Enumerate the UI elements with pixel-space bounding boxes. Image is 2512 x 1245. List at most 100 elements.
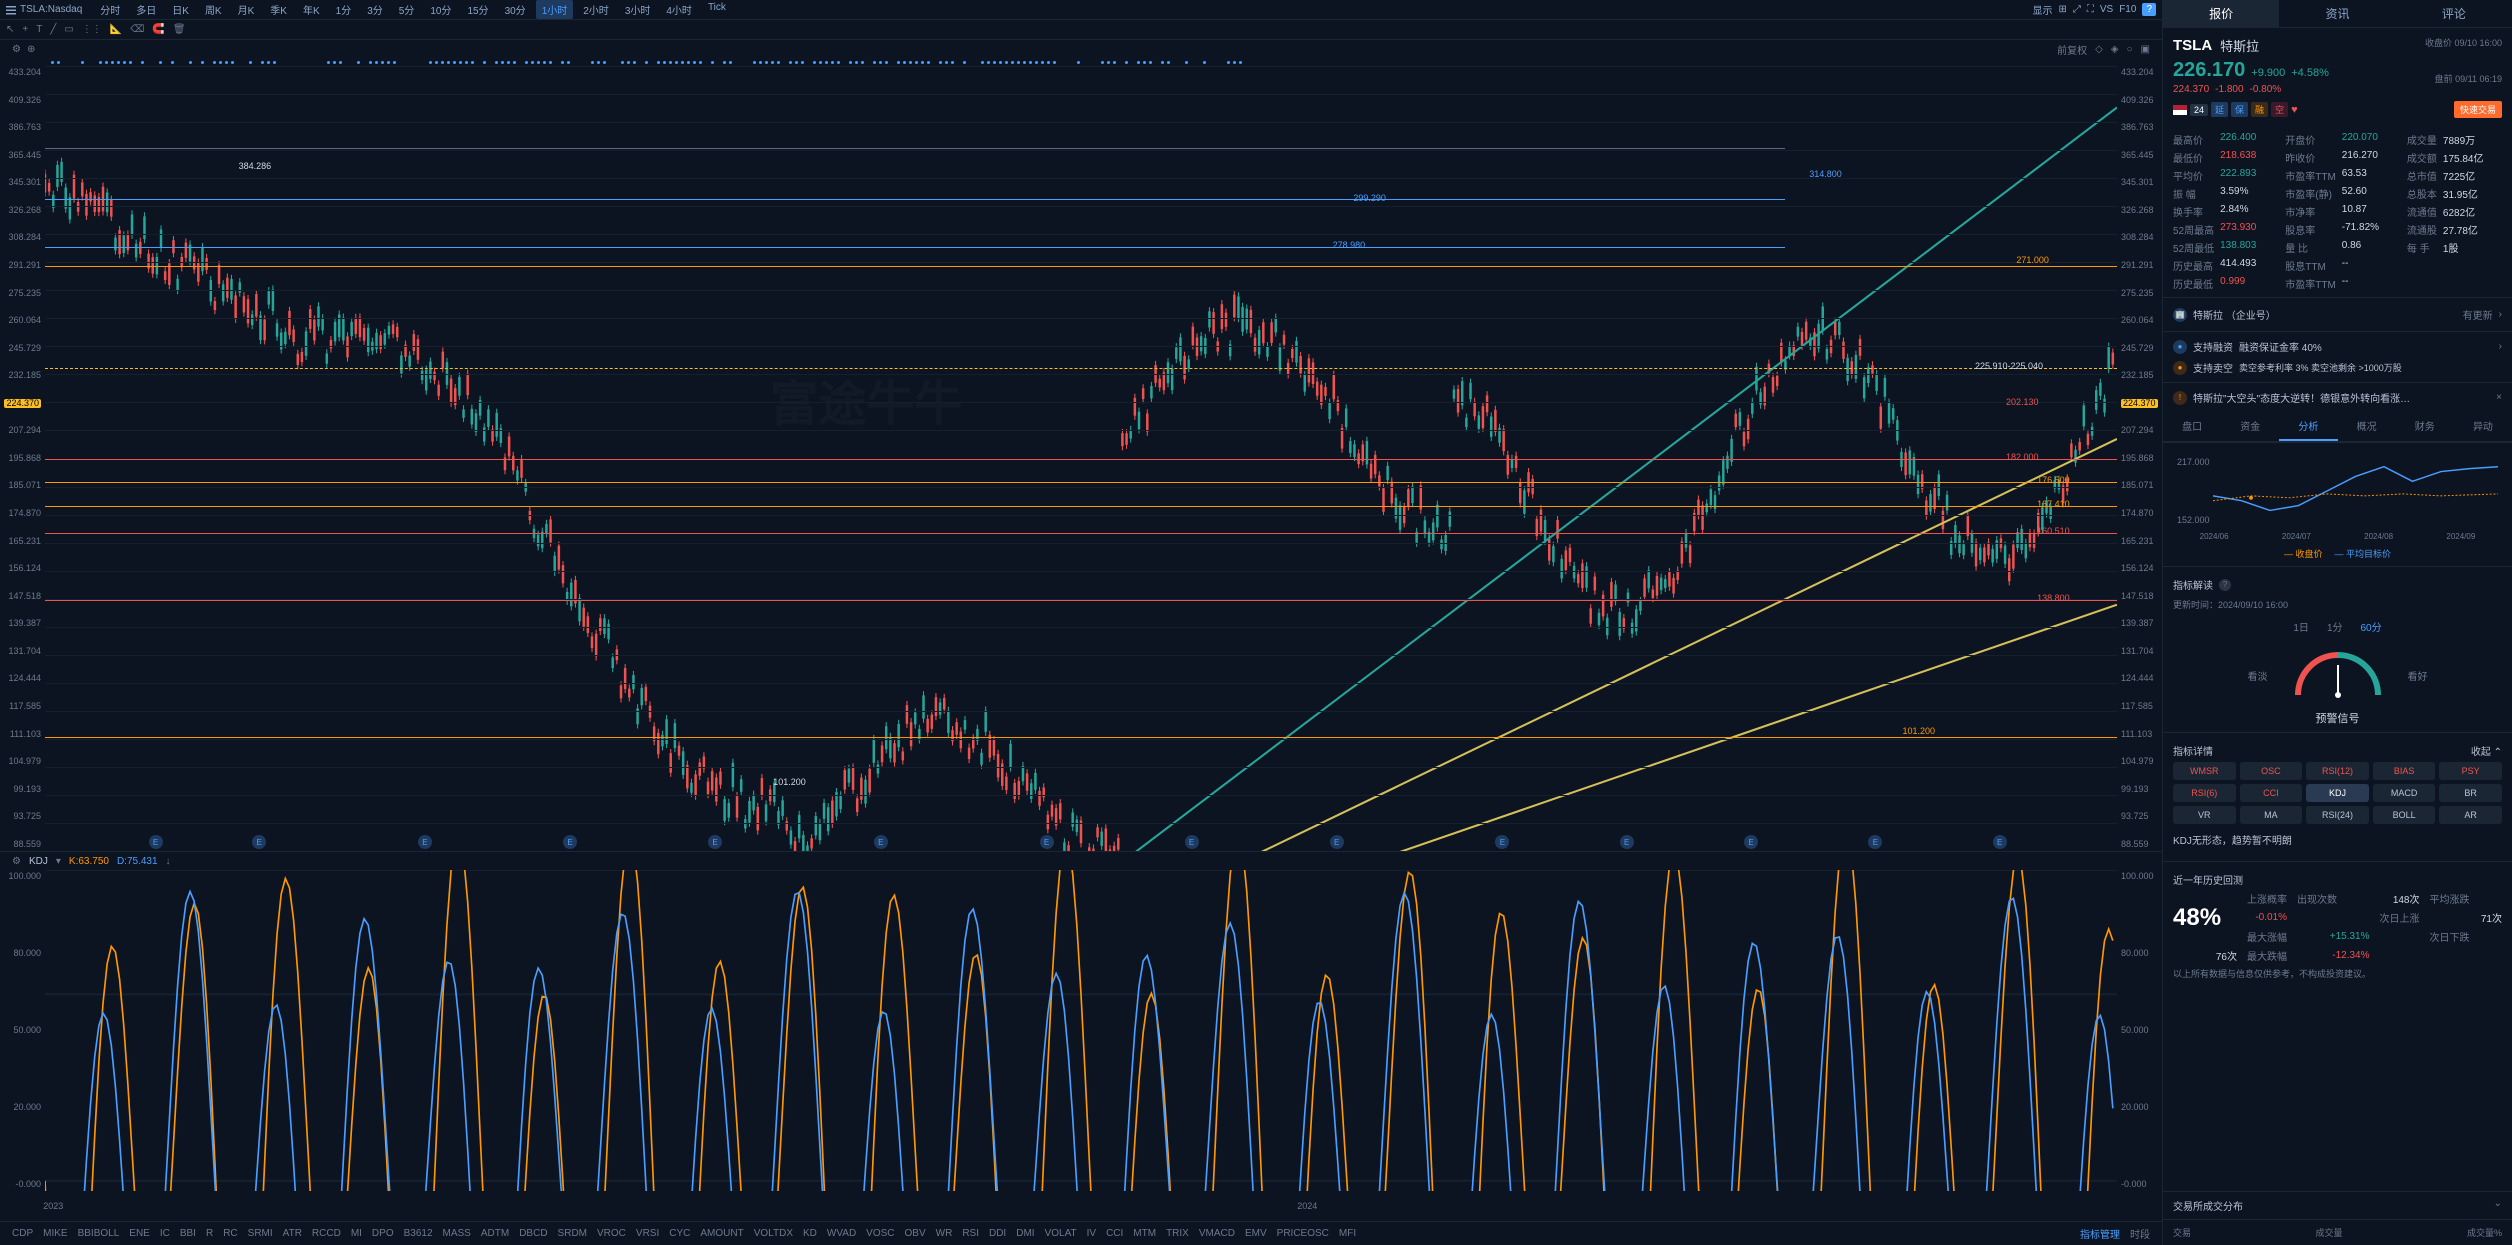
indicator-TRIX[interactable]: TRIX — [1166, 1228, 1189, 1239]
tf-季K[interactable]: 季K — [264, 0, 293, 19]
signal-tf-60分[interactable]: 60分 — [2361, 619, 2382, 634]
chart-opt1-icon[interactable]: ◇ — [2095, 44, 2103, 55]
kdj-label[interactable]: KDJ — [29, 856, 48, 867]
ind-btn-KDJ[interactable]: KDJ — [2306, 784, 2369, 802]
enterprise-link[interactable]: 🏢 特斯拉 （企业号） 有更新 › — [2173, 304, 2502, 325]
trash-tool-icon[interactable]: 🗑 — [173, 24, 186, 35]
ind-btn-MA[interactable]: MA — [2240, 806, 2303, 824]
ind-btn-CCI[interactable]: CCI — [2240, 784, 2303, 802]
subtab-分析[interactable]: 分析 — [2279, 412, 2337, 441]
indicator-DBCD[interactable]: DBCD — [519, 1228, 547, 1239]
kdj-settings-icon[interactable]: ⚙ — [12, 856, 21, 867]
layout-icon[interactable]: ⊞ — [2058, 4, 2066, 15]
text-tool-icon[interactable]: T — [36, 24, 42, 35]
close-icon[interactable]: × — [2496, 392, 2502, 403]
ind-btn-AR[interactable]: AR — [2439, 806, 2502, 824]
line-tool-icon[interactable]: ╱ — [50, 24, 56, 35]
ind-btn-OSC[interactable]: OSC — [2240, 762, 2303, 780]
indicator-SRDM[interactable]: SRDM — [558, 1228, 587, 1239]
tf-5分[interactable]: 5分 — [393, 0, 421, 19]
tf-15分[interactable]: 15分 — [461, 0, 494, 19]
signal-tf-1日[interactable]: 1日 — [2293, 619, 2309, 634]
tf-2小时[interactable]: 2小时 — [577, 0, 615, 19]
tf-年K[interactable]: 年K — [297, 0, 326, 19]
tf-3分[interactable]: 3分 — [361, 0, 389, 19]
indicator-MASS[interactable]: MASS — [443, 1228, 471, 1239]
mini-chart[interactable]: 217.000 152.000 2024/062024/072024/08202… — [2173, 453, 2502, 543]
ind-btn-BR[interactable]: BR — [2439, 784, 2502, 802]
indicator-VOSC[interactable]: VOSC — [866, 1228, 894, 1239]
margin-row[interactable]: ● 支持融资 融资保证金率 40% › — [2173, 336, 2502, 357]
subtab-概况[interactable]: 概况 — [2338, 412, 2396, 441]
indicator-bar-时段[interactable]: 时段 — [2130, 1226, 2150, 1241]
subtab-异动[interactable]: 异动 — [2454, 412, 2512, 441]
short-row[interactable]: ● 支持卖空 卖空参考利率 3% 卖空池剩余 >1000万股 — [2173, 357, 2502, 378]
ind-btn-PSY[interactable]: PSY — [2439, 762, 2502, 780]
tf-多日[interactable]: 多日 — [130, 0, 162, 19]
ind-btn-WMSR[interactable]: WMSR — [2173, 762, 2236, 780]
fib-tool-icon[interactable]: ⋮⋮ — [82, 24, 102, 35]
indicator-SRMI[interactable]: SRMI — [248, 1228, 273, 1239]
indicator-MTM[interactable]: MTM — [1133, 1228, 1156, 1239]
indicator-CCI[interactable]: CCI — [1106, 1228, 1123, 1239]
indicator-EMV[interactable]: EMV — [1245, 1228, 1267, 1239]
ind-btn-BIAS[interactable]: BIAS — [2373, 762, 2436, 780]
indicator-IV[interactable]: IV — [1087, 1228, 1096, 1239]
indicator-RC[interactable]: RC — [223, 1228, 237, 1239]
tf-月K[interactable]: 月K — [232, 0, 261, 19]
indicator-ADTM[interactable]: ADTM — [481, 1228, 509, 1239]
rect-tool-icon[interactable]: ▭ — [64, 24, 73, 35]
earnings-marker[interactable]: E — [874, 835, 888, 849]
chart-opt3-icon[interactable]: ○ — [2127, 44, 2133, 55]
indicator-AMOUNT[interactable]: AMOUNT — [700, 1228, 743, 1239]
chart-canvas[interactable]: 富途牛牛 384.286299.290278.980314.800271.000… — [45, 66, 2117, 851]
indicator-ENE[interactable]: ENE — [129, 1228, 150, 1239]
tf-分时[interactable]: 分时 — [94, 0, 126, 19]
ticker-symbol[interactable]: TSLA:Nasdaq — [6, 4, 82, 15]
ind-btn-RSI(6)[interactable]: RSI(6) — [2173, 784, 2236, 802]
price-chart[interactable]: 433.204409.326386.763365.445345.301326.2… — [0, 66, 2162, 851]
subtab-盘口[interactable]: 盘口 — [2163, 412, 2221, 441]
display-toggle[interactable]: 显示 — [2032, 2, 2052, 17]
earnings-marker[interactable]: E — [1620, 835, 1634, 849]
chart-opt2-icon[interactable]: ◈ — [2111, 44, 2119, 55]
earnings-marker[interactable]: E — [149, 835, 163, 849]
earnings-marker[interactable]: E — [1744, 835, 1758, 849]
earnings-marker[interactable]: E — [1040, 835, 1054, 849]
fast-trade-button[interactable]: 快速交易 — [2454, 101, 2502, 118]
ind-btn-BOLL[interactable]: BOLL — [2373, 806, 2436, 824]
vs-button[interactable]: VS — [2100, 4, 2113, 15]
tf-日K[interactable]: 日K — [166, 0, 195, 19]
indicator-VMACD[interactable]: VMACD — [1199, 1228, 1235, 1239]
tf-1分[interactable]: 1分 — [330, 0, 358, 19]
tf-1小时[interactable]: 1小时 — [536, 0, 574, 19]
ind-btn-VR[interactable]: VR — [2173, 806, 2236, 824]
indicator-VOLAT[interactable]: VOLAT — [1045, 1228, 1077, 1239]
indicator-OBV[interactable]: OBV — [905, 1228, 926, 1239]
magnet-tool-icon[interactable]: 🧲 — [152, 24, 164, 35]
earnings-marker[interactable]: E — [708, 835, 722, 849]
earnings-marker[interactable]: E — [1993, 835, 2007, 849]
indicator-B3612[interactable]: B3612 — [404, 1228, 433, 1239]
settings-icon[interactable]: ⚙ — [12, 44, 21, 55]
indicator-KD[interactable]: KD — [803, 1228, 817, 1239]
indicator-bar-指标管理[interactable]: 指标管理 — [2080, 1226, 2120, 1241]
rp-tab-资讯[interactable]: 资讯 — [2279, 0, 2395, 27]
signal-tf-1分[interactable]: 1分 — [2327, 619, 2343, 634]
crosshair-tool-icon[interactable]: + — [22, 24, 28, 35]
indicator-RCCD[interactable]: RCCD — [312, 1228, 341, 1239]
indicator-BBI[interactable]: BBI — [180, 1228, 196, 1239]
kdj-canvas[interactable] — [45, 870, 2117, 1191]
indicator-MFI[interactable]: MFI — [1339, 1228, 1356, 1239]
expand-icon[interactable]: ⤢ — [2073, 4, 2081, 15]
indicator-ATR[interactable]: ATR — [283, 1228, 302, 1239]
earnings-marker[interactable]: E — [1185, 835, 1199, 849]
indicator-RSI[interactable]: RSI — [962, 1228, 979, 1239]
indicator-VOLTDX[interactable]: VOLTDX — [754, 1228, 793, 1239]
indicator-MI[interactable]: MI — [351, 1228, 362, 1239]
indicator-WVAD[interactable]: WVAD — [827, 1228, 856, 1239]
tf-3小时[interactable]: 3小时 — [619, 0, 657, 19]
earnings-marker[interactable]: E — [563, 835, 577, 849]
exchange-dist-row[interactable]: 交易所成交分布 ⌄ — [2163, 1191, 2512, 1219]
indicator-PRICEOSC[interactable]: PRICEOSC — [1277, 1228, 1329, 1239]
